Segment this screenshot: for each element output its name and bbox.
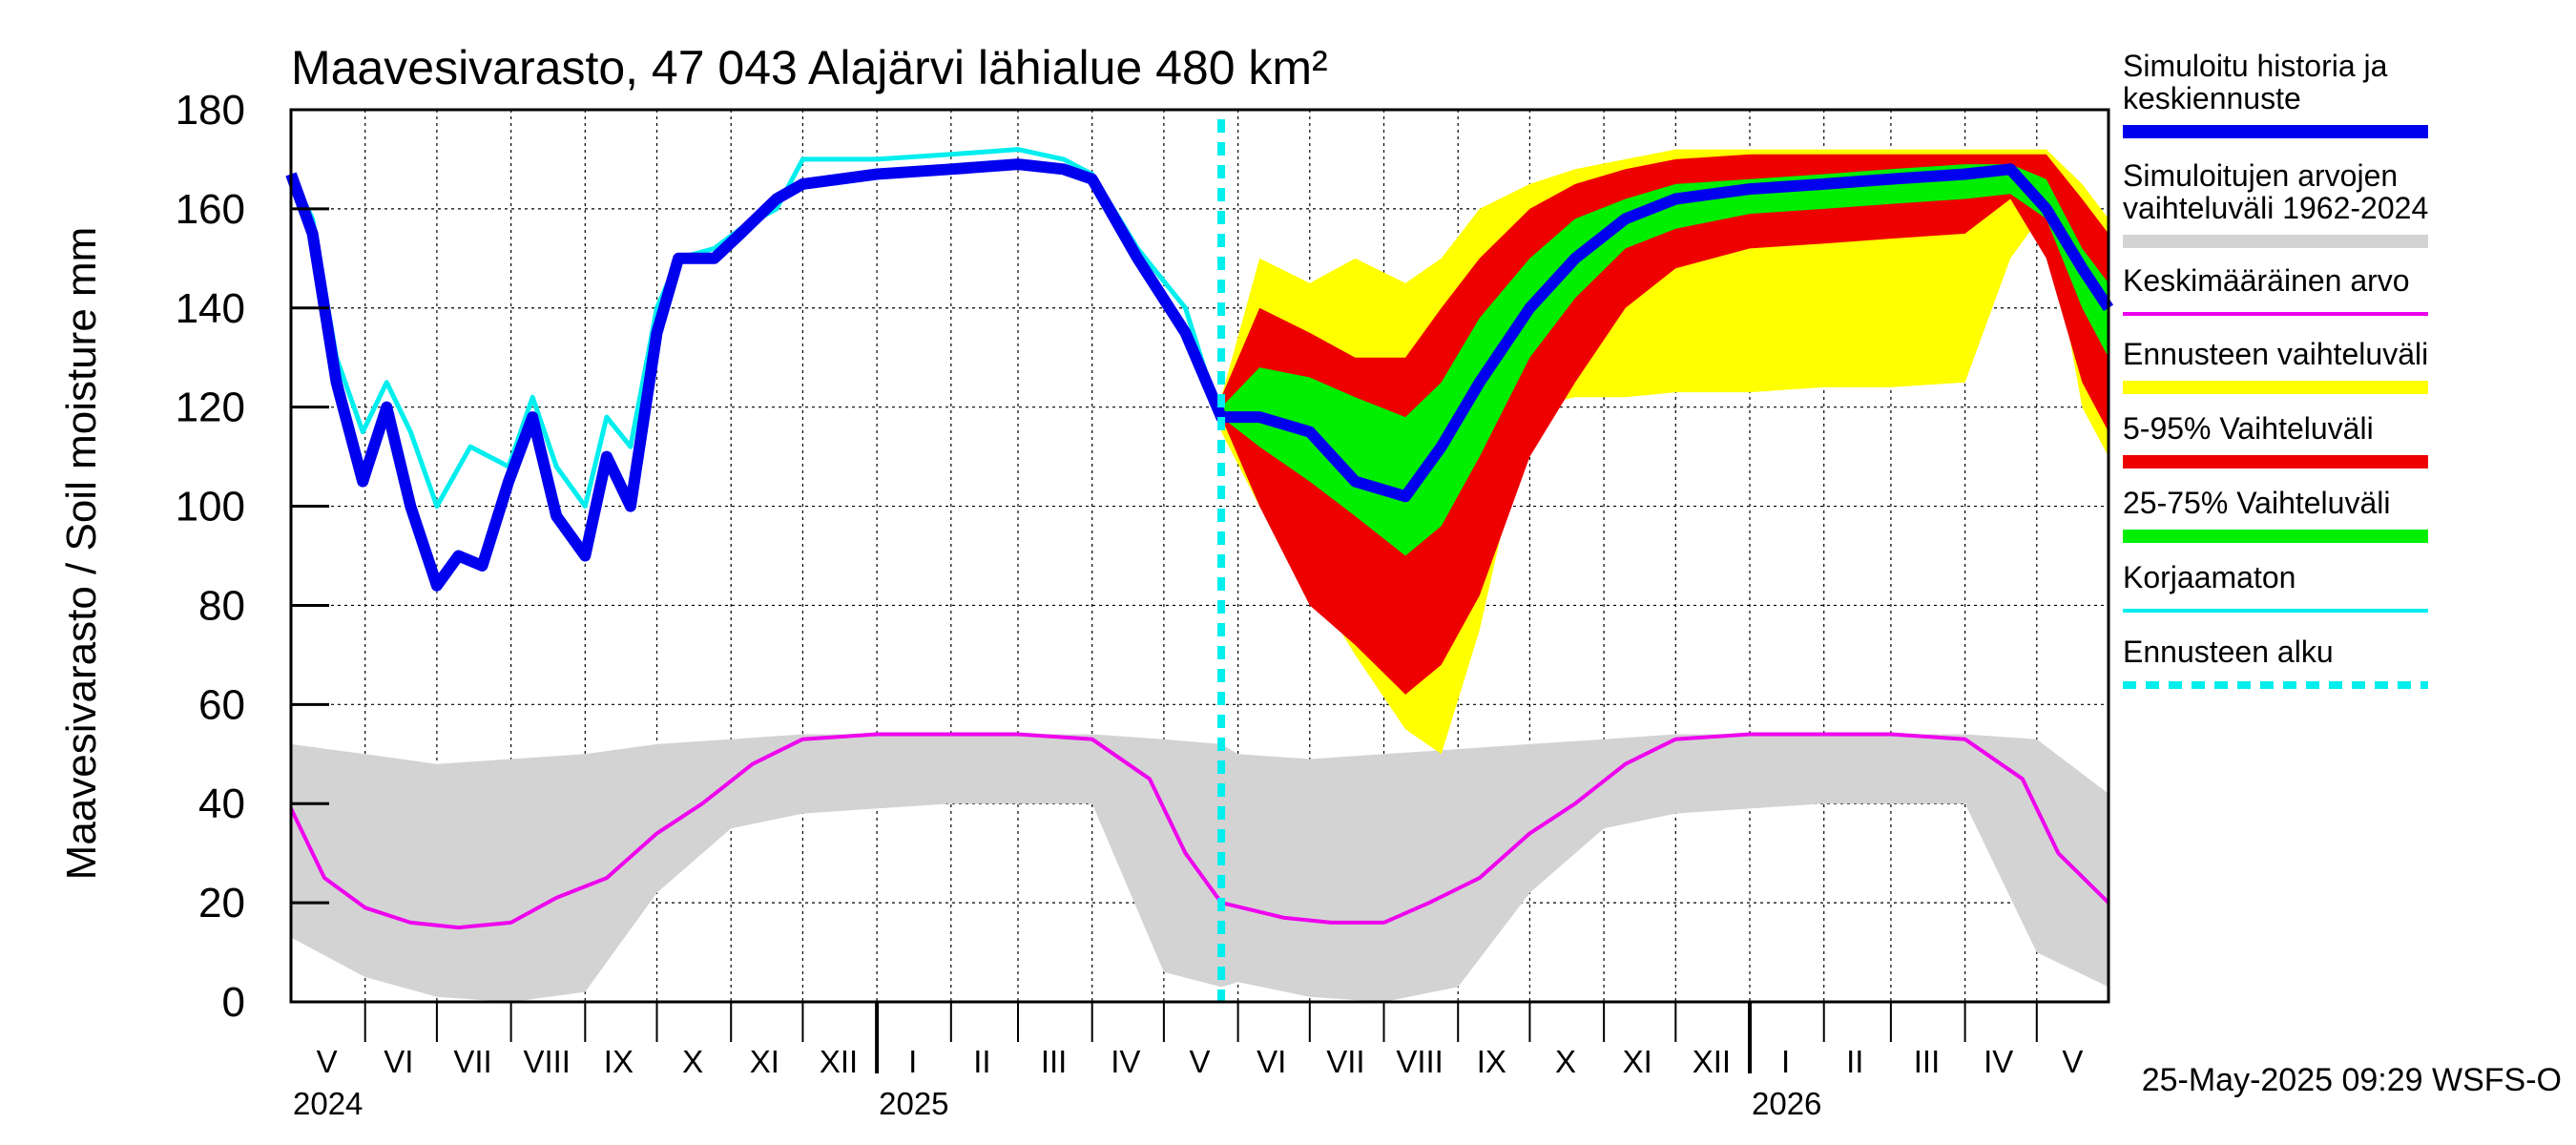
month-label: XII <box>1693 1044 1731 1079</box>
month-label: X <box>1555 1044 1576 1079</box>
legend-label: Ennusteen alku <box>2123 635 2334 669</box>
month-label: XI <box>1623 1044 1652 1079</box>
year-label: 2024 <box>293 1086 363 1121</box>
month-label: IV <box>1111 1044 1140 1079</box>
month-label: V <box>2062 1044 2083 1079</box>
month-label: VI <box>1257 1044 1286 1079</box>
legend-label: keskiennuste <box>2123 81 2301 115</box>
year-label: 2025 <box>879 1086 948 1121</box>
legend-label: Ennusteen vaihteluväli <box>2123 337 2428 371</box>
y-tick-label: 60 <box>198 681 245 728</box>
y-axis: 0 20 40 60 80 100 120 140 160 180 <box>176 87 329 1026</box>
legend-label: Simuloitujen arvojen <box>2123 158 2398 193</box>
month-label: V <box>317 1044 338 1079</box>
x-axis: V VI VII VIII IX X XI XII I II III IV V VI VII VIII IX X X… <box>293 1002 2083 1121</box>
month-label: III <box>1041 1044 1068 1079</box>
month-label: X <box>682 1044 703 1079</box>
y-tick-label: 120 <box>176 385 245 431</box>
month-label: I <box>908 1044 917 1079</box>
month-label: VIII <box>523 1044 571 1079</box>
y-tick-label: 140 <box>176 285 245 332</box>
legend-label: Simuloitu historia ja <box>2123 49 2388 83</box>
legend-label: vaihteluväli 1962-2024 <box>2123 191 2428 225</box>
year-label: 2026 <box>1752 1086 1821 1121</box>
month-label: IX <box>604 1044 634 1079</box>
month-label: II <box>1846 1044 1863 1079</box>
band-ee0000 <box>1221 154 2109 695</box>
band-00ee00 <box>1221 164 2109 556</box>
month-label: IV <box>1984 1044 2013 1079</box>
series-line-0000ee <box>285 158 2113 592</box>
month-label: XI <box>750 1044 779 1079</box>
month-label: VII <box>453 1044 491 1079</box>
y-tick-label: 180 <box>176 87 245 134</box>
y-tick-label: 40 <box>198 781 245 827</box>
month-label: III <box>1914 1044 1941 1079</box>
series-line-00eeee <box>288 147 1224 510</box>
y-tick-label: 100 <box>176 484 245 531</box>
y-tick-label: 160 <box>176 186 245 233</box>
legend-label: Keskimääräinen arvo <box>2123 263 2410 298</box>
timestamp-label: 25-May-2025 09:29 WSFS-O <box>2142 1062 2562 1098</box>
month-label: V <box>1189 1044 1210 1079</box>
y-tick-label: 20 <box>198 880 245 926</box>
month-label: II <box>973 1044 990 1079</box>
band-d3d3d3 <box>291 734 2109 1002</box>
month-label: XII <box>820 1044 858 1079</box>
y-tick-label: 0 <box>222 979 245 1026</box>
month-label: VII <box>1326 1044 1364 1079</box>
month-label: I <box>1781 1044 1790 1079</box>
legend-label: 5-95% Vaihteluväli <box>2123 411 2374 446</box>
month-label: VIII <box>1396 1044 1444 1079</box>
series-line-ee00ee <box>289 732 2110 930</box>
month-label: VI <box>384 1044 413 1079</box>
chart-title: Maavesivarasto, 47 043 Alajärvi lähialue… <box>291 41 1328 94</box>
y-axis-label: Maavesivarasto / Soil moisture mm <box>58 227 105 881</box>
plot-frame <box>289 108 2110 1004</box>
range-bands <box>291 149 2109 1002</box>
legend-label: 25-75% Vaihteluväli <box>2123 486 2390 520</box>
y-tick-label: 80 <box>198 582 245 629</box>
month-label: IX <box>1477 1044 1506 1079</box>
legend-label: Korjaamaton <box>2123 560 2296 594</box>
series-lines <box>285 147 2113 930</box>
